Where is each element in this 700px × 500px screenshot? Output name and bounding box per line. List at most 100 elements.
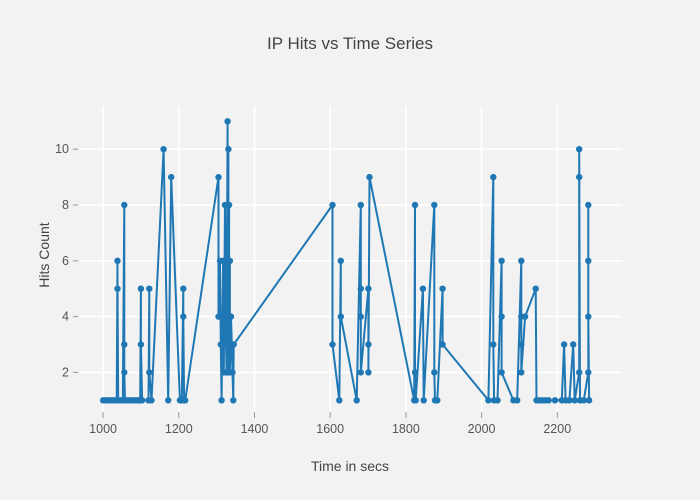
data-point[interactable] (434, 397, 441, 404)
data-point[interactable] (585, 257, 592, 264)
data-point[interactable] (215, 173, 222, 181)
data-point[interactable] (411, 201, 419, 209)
data-point[interactable] (431, 201, 438, 209)
data-point[interactable] (146, 369, 153, 376)
data-point[interactable] (490, 341, 497, 348)
data-point[interactable] (545, 397, 552, 404)
y-tick-label: 8 (62, 198, 69, 212)
y-tick-label: 6 (62, 254, 69, 268)
data-point[interactable] (490, 173, 497, 181)
data-point[interactable] (138, 397, 146, 404)
data-point[interactable] (137, 285, 145, 292)
data-point[interactable] (180, 285, 187, 292)
data-point[interactable] (498, 369, 505, 376)
data-point[interactable] (532, 285, 539, 292)
data-point[interactable] (337, 313, 344, 320)
data-point[interactable] (585, 201, 592, 209)
data-point[interactable] (337, 257, 344, 264)
data-point[interactable] (357, 201, 364, 209)
tick-marks (73, 148, 558, 418)
data-point[interactable] (498, 257, 505, 264)
y-tick-label: 4 (62, 310, 69, 324)
data-point[interactable] (365, 369, 372, 376)
data-point[interactable] (439, 341, 446, 348)
data-point[interactable] (114, 285, 121, 292)
data-point[interactable] (329, 201, 336, 209)
data-point[interactable] (431, 369, 438, 376)
data-point[interactable] (518, 341, 525, 348)
data-point[interactable] (336, 397, 343, 404)
data-point[interactable] (148, 397, 155, 404)
y-axis-title: Hits Count (36, 222, 52, 288)
data-point[interactable] (215, 313, 222, 320)
data-point[interactable] (420, 397, 427, 404)
data-point[interactable] (357, 313, 364, 320)
data-point[interactable] (219, 257, 227, 264)
data-point[interactable] (229, 369, 236, 376)
data-point[interactable] (576, 173, 583, 181)
data-point[interactable] (485, 397, 492, 404)
data-point[interactable] (219, 341, 227, 348)
x-tick-label: 1200 (165, 422, 193, 436)
x-tick-label: 1600 (316, 422, 344, 436)
data-point[interactable] (439, 285, 446, 292)
data-point[interactable] (566, 397, 573, 404)
data-point[interactable] (419, 285, 427, 292)
y-tick-label: 10 (55, 142, 69, 156)
data-point[interactable] (168, 173, 175, 181)
x-tick-label: 1400 (241, 422, 269, 436)
data-point[interactable] (521, 313, 529, 320)
data-point[interactable] (412, 397, 419, 404)
data-point[interactable] (411, 369, 419, 376)
data-point[interactable] (357, 285, 364, 292)
data-point[interactable] (160, 146, 167, 153)
data-point[interactable] (585, 397, 593, 404)
data-point[interactable] (357, 369, 364, 376)
data-point[interactable] (580, 397, 587, 404)
data-point[interactable] (121, 201, 128, 209)
x-axis-title: Time in secs (310, 458, 390, 474)
data-point[interactable] (518, 257, 525, 264)
data-point[interactable] (518, 369, 525, 376)
data-point[interactable] (226, 257, 234, 264)
data-point[interactable] (585, 369, 592, 376)
data-point[interactable] (225, 201, 233, 209)
x-tick-label: 1800 (392, 422, 420, 436)
data-point[interactable] (224, 118, 231, 125)
x-tick-label: 2200 (543, 422, 571, 436)
data-point[interactable] (353, 397, 360, 404)
data-point[interactable] (329, 341, 336, 348)
x-tick-label: 2000 (468, 422, 496, 436)
data-point[interactable] (514, 397, 521, 404)
data-point[interactable] (227, 313, 235, 320)
data-point[interactable] (121, 341, 128, 348)
data-point[interactable] (494, 397, 501, 404)
data-point[interactable] (146, 285, 153, 292)
data-point[interactable] (365, 341, 372, 348)
data-point[interactable] (225, 146, 232, 153)
y-tick-label: 2 (62, 365, 69, 379)
data-point[interactable] (571, 397, 578, 404)
data-point[interactable] (560, 341, 568, 348)
data-point[interactable] (366, 173, 373, 181)
data-point[interactable] (576, 369, 583, 376)
data-point[interactable] (180, 313, 187, 320)
data-point[interactable] (165, 397, 172, 404)
data-point[interactable] (121, 369, 128, 376)
x-tick-label: 1000 (89, 422, 117, 436)
data-point[interactable] (230, 397, 237, 404)
data-point[interactable] (551, 397, 559, 404)
data-point[interactable] (114, 257, 121, 264)
data-point[interactable] (570, 341, 577, 348)
data-point[interactable] (585, 313, 592, 320)
data-point[interactable] (137, 341, 145, 348)
series-markers (99, 118, 593, 404)
data-point[interactable] (365, 285, 372, 292)
data-point[interactable] (230, 341, 237, 348)
data-point[interactable] (182, 397, 189, 404)
data-point[interactable] (218, 397, 225, 404)
data-point[interactable] (576, 146, 583, 153)
data-point[interactable] (498, 313, 505, 320)
